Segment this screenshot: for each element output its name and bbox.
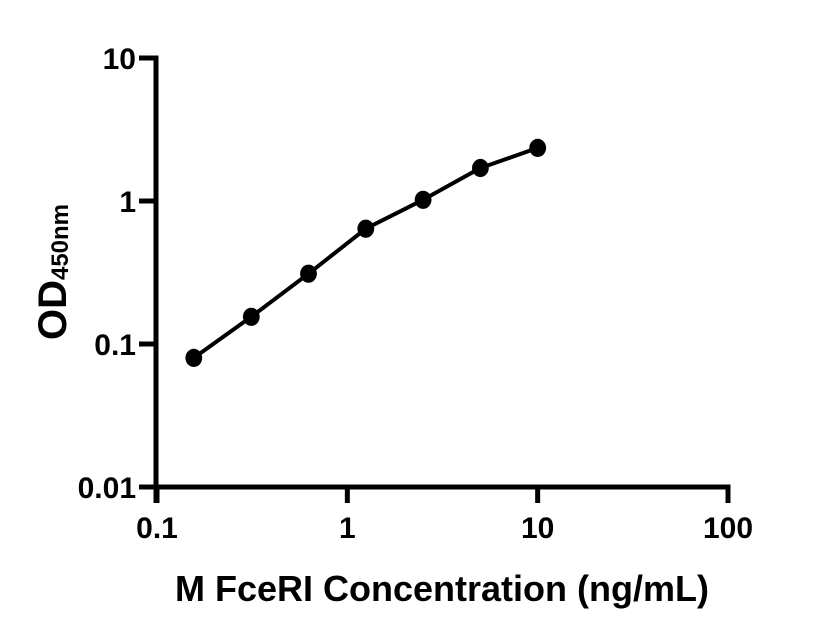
y-axis-title-main: OD bbox=[31, 280, 75, 340]
y-axis-title: OD450nm bbox=[31, 204, 75, 340]
x-tick-label-0.1: 0.1 bbox=[136, 512, 178, 545]
series-layer bbox=[185, 138, 547, 367]
x-tick-label-100: 100 bbox=[703, 512, 753, 545]
data-point-marker-0.313 bbox=[242, 307, 260, 326]
y-tick-label-1: 1 bbox=[119, 186, 136, 219]
x-axis-title: M FceRI Concentration (ng/mL) bbox=[175, 568, 709, 609]
y-axis-title-subscript: 450nm bbox=[47, 204, 74, 280]
y-tick-label-10: 10 bbox=[103, 43, 136, 76]
y-tick-label-0.01: 0.01 bbox=[78, 472, 136, 505]
axes-layer bbox=[139, 55, 731, 503]
standard-curve-line bbox=[191, 145, 540, 360]
data-point-marker-1.25 bbox=[357, 219, 375, 238]
data-point-marker-0.625 bbox=[300, 264, 317, 283]
data-point-marker-10 bbox=[529, 138, 547, 157]
x-tick-label-10: 10 bbox=[521, 512, 554, 545]
data-point-marker-2.5 bbox=[414, 190, 432, 209]
y-tick-label-0.1: 0.1 bbox=[94, 329, 136, 362]
x-tick-label-1: 1 bbox=[339, 512, 356, 545]
data-point-marker-5 bbox=[472, 158, 489, 178]
data-point-marker-0.156 bbox=[185, 348, 203, 367]
